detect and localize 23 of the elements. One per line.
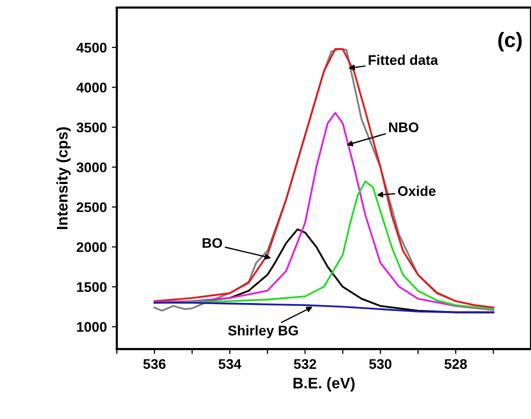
annotation: Oxide [398,186,436,196]
annotation: Shirley BG [228,325,298,338]
y-tick-label: 3000 [76,162,107,172]
y-tick-label: 4000 [76,82,107,92]
annotation: Fitted data [368,54,438,65]
annotation: (c) [498,32,522,52]
x-tick-label: 528 [444,359,467,369]
annotation: BO [202,238,222,248]
line-series [154,112,494,311]
x-tick-label: 530 [369,359,392,369]
annotation: NBO [389,122,418,132]
x-tick-label: 536 [143,359,166,369]
y-tick-label: 2000 [76,242,107,252]
y-tick-label: 4500 [76,42,107,53]
y-axis-title: Intensity (cps) [56,127,71,230]
y-tick-label: 3500 [76,122,107,132]
line-series [154,302,494,314]
x-axis-title: B.E. (eV) [294,377,355,392]
x-tick-label: 532 [294,359,316,369]
y-tick-label: 1000 [77,322,107,332]
y-tick-label: 2500 [76,202,107,212]
x-tick-label: 534 [218,359,242,369]
y-tick-label: 1500 [77,282,107,292]
